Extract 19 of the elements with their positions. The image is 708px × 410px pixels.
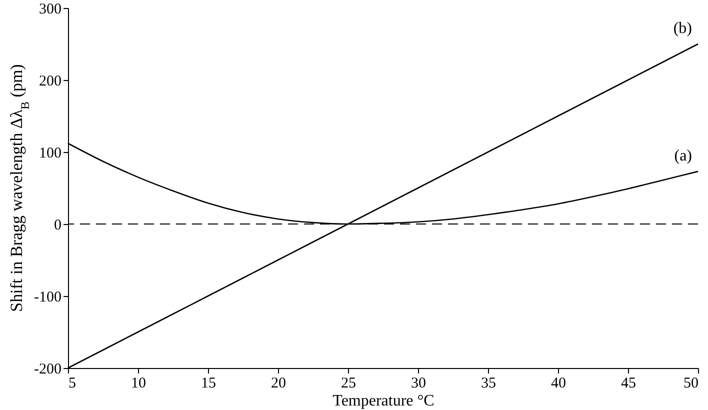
y-tick-label: 200 — [39, 74, 62, 90]
x-tick-label: 35 — [481, 376, 496, 392]
series-label: (a) — [674, 147, 692, 164]
x-tick-label: 40 — [551, 376, 566, 392]
x-tick-label: 45 — [621, 376, 636, 392]
x-tick-label: 30 — [411, 376, 426, 392]
x-axis-title: Temperature °C — [332, 392, 434, 410]
y-tick-label: 300 — [39, 2, 62, 18]
x-tick-label: 25 — [341, 376, 356, 392]
x-tick-label: 20 — [271, 376, 286, 392]
x-tick-label: 10 — [131, 376, 146, 392]
x-tick-label: 15 — [201, 376, 216, 392]
y-tick-label: -100 — [34, 290, 62, 306]
series-label: (b) — [673, 20, 692, 37]
x-tick-label: 50 — [684, 376, 698, 392]
y-tick-label: 0 — [54, 218, 62, 234]
y-tick-label: -200 — [34, 362, 62, 378]
x-tick-label: 5 — [68, 376, 76, 392]
y-tick-label: 100 — [39, 146, 62, 162]
